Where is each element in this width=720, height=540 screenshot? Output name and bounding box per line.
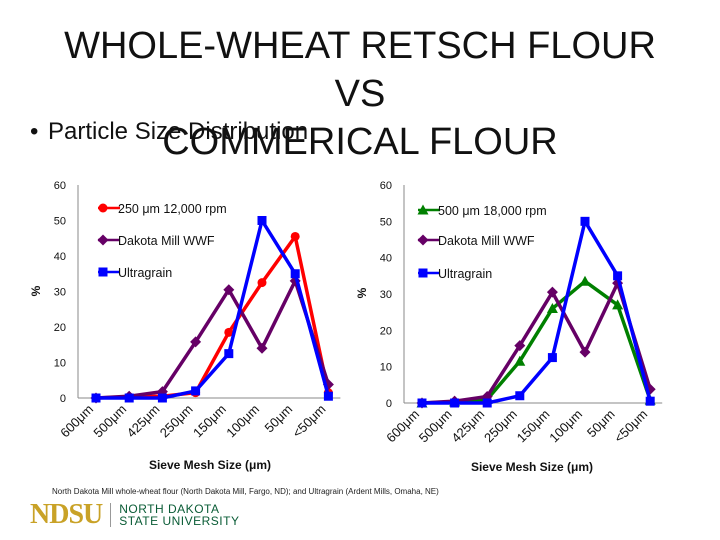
chart-1-series-line-3 [96,218,331,400]
chart-2-x-tick-label: 600μm [383,407,422,446]
chart-1-series-3-point [124,393,134,403]
chart-1-series-1-point [290,231,300,241]
chart-2-x-axis-label: Sieve Mesh Size (μm) [471,460,593,474]
chart-2-series-3-point [645,396,655,406]
chart-1-y-tick-label: 50 [54,216,66,228]
chart-2-series-3-point [417,398,427,408]
logo-divider [110,503,112,527]
chart-2-x-tick-label: 100μm [546,407,585,446]
chart-2-series-2-point [579,346,591,358]
chart-1-series-1-point [257,278,267,288]
chart-2-series-line-2 [421,281,652,405]
chart-2-x-tick-label: 250μm [481,407,520,446]
chart-1-legend-label-2: Dakota Mill WWF [118,234,215,248]
ndsu-logo: NDSU NORTH DAKOTA STATE UNIVERSITY [30,499,239,530]
chart-1-y-tick-label: 10 [54,358,66,370]
chart-2-x-tick-label: 500μm [416,407,455,446]
slide-title-line2: COMMERICAL FLOUR [162,121,558,163]
chart-1-legend-marker-1 [98,203,108,213]
chart-1-legend-marker-2 [97,234,109,246]
slide-title: WHOLE-WHEAT RETSCH FLOUR VS COMMERICAL F… [40,22,680,166]
chart-2-x-tick-label: 425μm [448,407,487,446]
slide-title-line1: WHOLE-WHEAT RETSCH FLOUR VS [64,25,656,115]
chart-2-series-1-point [514,355,526,366]
chart-2-x-tick-label: <50μm [611,407,650,446]
chart-2-legend-marker-1 [417,204,429,215]
chart-1-series-3-point [290,269,300,279]
chart-2-y-tick-label: 40 [380,253,392,265]
chart-2-y-tick-label: 60 [380,180,392,192]
chart-1-y-tick-label: 20 [54,322,66,334]
chart-2-series-3-point [547,353,557,363]
chart-2-y-tick-label: 0 [386,398,392,410]
chart-1-series-2-point [256,342,268,354]
chart-2-series-1-point [612,299,624,310]
chart-1-y-axis-label: % [29,285,43,296]
chart-1-series-3-point [91,393,101,403]
chart-2-series-line-1 [421,279,652,405]
chart-1-series-line-2 [95,279,331,400]
chart-1-y-tick-label: 40 [54,251,66,263]
chart-2-legend-label-2: Dakota Mill WWF [438,234,535,248]
chart-2-x-tick-label: 150μm [514,407,553,446]
chart-2-series-2-point [514,340,526,352]
chart-2-y-tick-label: 50 [380,216,392,228]
chart-1-series-3-point [323,391,333,401]
chart-1-legend-label-1: 250 μm 12,000 rpm [118,202,227,216]
chart-2-legend-label-3: Ultragrain [438,267,492,281]
chart-2-y-tick-label: 20 [380,325,392,337]
chart-1-legend-label-3: Ultragrain [118,266,172,280]
chart-2-series-3-point [450,398,460,408]
chart-1-y-tick-label: 0 [60,393,66,405]
chart-2-series-3-point [580,216,590,226]
chart-1-series-2-point [190,336,202,348]
chart-1-y-tick-label: 60 [54,180,66,192]
chart-2-y-axis-label: % [355,287,369,298]
logo-subtitle-line1: NORTH DAKOTA [119,502,220,516]
chart-1-legend-marker-3 [98,267,108,277]
chart-2-series-2-point [546,286,558,298]
chart-2-y-tick-label: 10 [380,362,392,374]
chart-2-series-line-3 [422,219,652,405]
chart-2-series-3-point [482,398,492,408]
chart-1-series-3-point [224,349,234,359]
chart-2-group: 0 10 20 30 40 50 60% 600μm500μm425μm250μm150μm1… [355,180,663,474]
chart-2-series-1-point [579,275,591,286]
logo-wordmark: NDSU [30,499,103,530]
chart-1-series-1-point [224,327,234,337]
chart-1-x-axis-label: Sieve Mesh Size (μm) [149,458,271,472]
footnote: North Dakota Mill whole-wheat flour (Nor… [52,487,439,496]
logo-subtitle: NORTH DAKOTA STATE UNIVERSITY [119,503,239,527]
bullet-text: Particle Size Distribution [48,118,309,145]
chart-2-legend-label-1: 500 μm 18,000 rpm [438,204,547,218]
bullet-item: • Particle Size Distribution [30,118,308,146]
chart-1-y-tick-label: 30 [54,287,66,299]
chart-1-series-3-point [191,386,201,396]
chart-1-series-2-point [223,284,235,296]
chart-2-legend-marker-2 [417,234,429,246]
chart-2-series-3-point [613,271,623,281]
bullet-dot-icon: • [30,118,39,145]
chart-2-series-1-point [546,303,558,314]
logo-subtitle-line2: STATE UNIVERSITY [119,514,240,528]
chart-1-series-3-point [157,393,167,403]
chart-2-series-3-point [515,391,525,401]
chart-1-series-3-point [257,216,267,225]
chart-2-legend-marker-3 [418,268,428,278]
chart-2-y-tick-label: 30 [380,289,392,301]
